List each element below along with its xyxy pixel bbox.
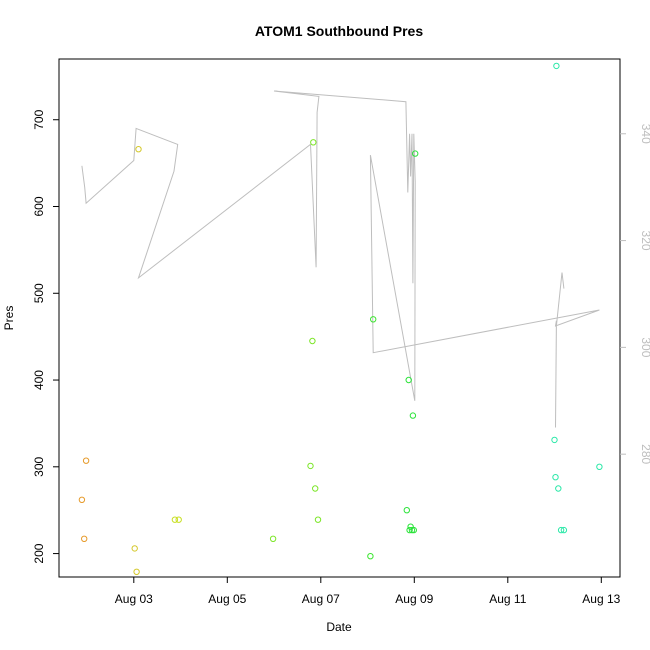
- x-tick-label: Aug 09: [395, 592, 433, 606]
- plot-frame: [58, 58, 621, 578]
- data-point: [555, 485, 562, 492]
- secondary-series-line: [81, 90, 600, 428]
- data-points: [78, 62, 603, 575]
- data-point: [410, 526, 417, 534]
- y-left-tick-label: 300: [32, 456, 46, 476]
- data-point: [408, 526, 416, 534]
- data-point: [406, 526, 413, 534]
- y-right-tick-label: 320: [639, 231, 650, 251]
- data-point: [82, 457, 90, 464]
- y-left-tick-label: 500: [32, 283, 46, 303]
- data-point: [553, 62, 560, 70]
- data-point: [409, 412, 417, 419]
- data-point: [310, 139, 317, 146]
- y-right-tick-label: 280: [639, 444, 650, 464]
- data-point: [78, 496, 86, 503]
- y-axis-right: 280 300 320 340: [620, 124, 650, 465]
- y-left-tick-label: 200: [32, 543, 46, 563]
- data-point: [412, 150, 419, 157]
- data-point: [596, 463, 603, 470]
- data-point: [133, 568, 140, 575]
- data-point: [557, 526, 565, 534]
- x-tick-label: Aug 03: [115, 592, 153, 606]
- data-point: [551, 436, 558, 444]
- data-point: [309, 337, 316, 345]
- y-axis-left: 200 300 400 500 600 700: [32, 109, 59, 564]
- data-point: [314, 516, 322, 523]
- y-right-tick-label: 300: [639, 337, 650, 357]
- data-point: [81, 535, 88, 542]
- data-point: [560, 526, 568, 534]
- chart-title: ATOM1 Southbound Pres: [255, 23, 423, 39]
- data-point: [269, 535, 277, 542]
- data-point: [312, 485, 319, 492]
- x-tick-label: Aug 05: [208, 592, 246, 606]
- y-axis-label: Pres: [2, 306, 16, 331]
- data-point: [552, 474, 559, 481]
- y-left-tick-label: 400: [32, 370, 46, 390]
- data-point: [171, 516, 179, 523]
- data-point: [135, 146, 142, 153]
- data-point: [403, 507, 410, 514]
- x-tick-label: Aug 11: [489, 592, 526, 606]
- y-right-tick-label: 340: [639, 124, 650, 144]
- data-point: [405, 376, 412, 384]
- data-point: [407, 523, 414, 530]
- x-tick-label: Aug 13: [582, 592, 620, 606]
- x-axis: Aug 03 Aug 05 Aug 07 Aug 09 Aug 11 Aug 13: [115, 577, 621, 606]
- y-left-tick-label: 700: [32, 109, 46, 129]
- data-point: [175, 516, 182, 523]
- data-point: [367, 553, 374, 560]
- x-axis-label: Date: [326, 620, 352, 634]
- x-tick-label: Aug 07: [302, 592, 340, 606]
- data-point: [131, 545, 138, 552]
- data-point: [307, 462, 314, 470]
- secondary-line-path: [81, 90, 600, 428]
- data-point: [370, 316, 377, 323]
- y-left-tick-label: 600: [32, 196, 46, 216]
